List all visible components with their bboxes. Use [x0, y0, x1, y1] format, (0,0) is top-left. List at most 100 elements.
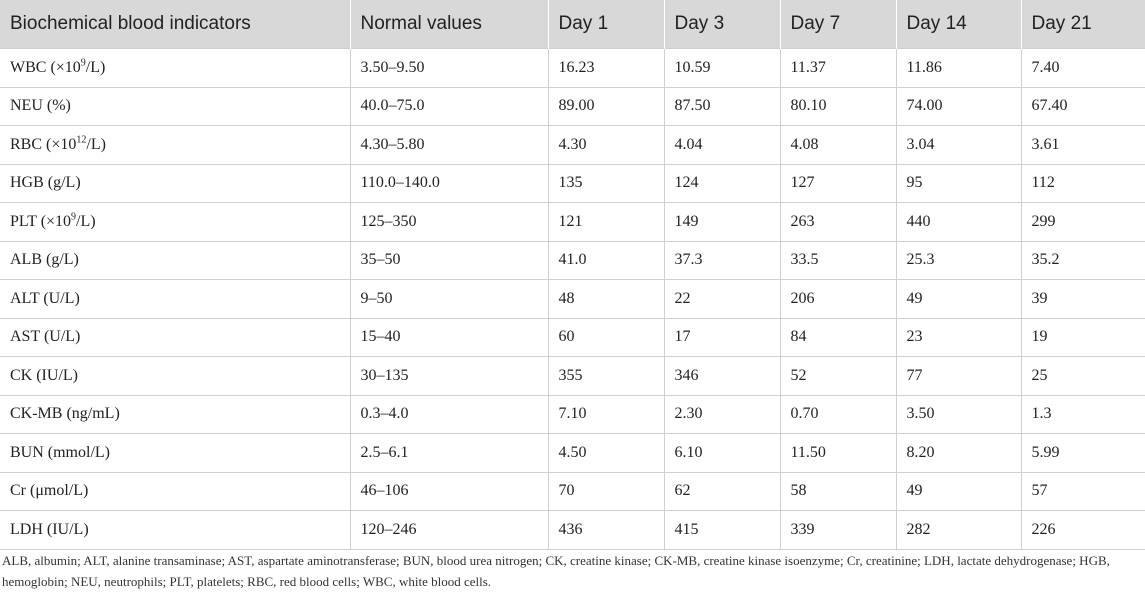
day-value-cell: 127 — [780, 163, 897, 203]
table-row: ALT (U/L) 9–50 48 22 206 49 39 — [0, 279, 1145, 318]
header-indicator: Biochemical blood indicators — [0, 0, 351, 49]
indicator-cell: AST (U/L) — [0, 317, 351, 357]
header-day-21: Day 21 — [1021, 0, 1145, 49]
table-row: NEU (%) 40.0–75.0 89.00 87.50 80.10 74.00 67.4… — [0, 86, 1145, 126]
day-value-cell: 436 — [548, 510, 665, 550]
indicator-label: NEU (%) — [10, 97, 71, 115]
day-value-cell: 299 — [1021, 202, 1145, 241]
normal-value-cell: 46–106 — [350, 471, 549, 511]
day-value-cell: 10.59 — [664, 48, 781, 87]
indicator-cell: ALB (g/L) — [0, 240, 351, 280]
table-row: AST (U/L) 15–40 60 17 84 23 19 — [0, 317, 1145, 357]
day-value-cell: 22 — [664, 279, 781, 318]
table-row: BUN (mmol/L) 2.5–6.1 4.50 6.10 11.50 8.20 5.99 — [0, 433, 1145, 472]
day-value-cell: 1.3 — [1021, 394, 1145, 434]
day-value-cell: 0.70 — [780, 394, 897, 434]
normal-value-cell: 120–246 — [350, 510, 549, 550]
day-value-cell: 70 — [548, 471, 665, 511]
day-value-cell: 7.40 — [1021, 48, 1145, 87]
day-value-cell: 4.50 — [548, 433, 665, 472]
day-value-cell: 48 — [548, 279, 665, 318]
day-value-cell: 7.10 — [548, 394, 665, 434]
day-value-cell: 4.30 — [548, 125, 665, 164]
day-value-cell: 440 — [896, 202, 1022, 241]
day-value-cell: 17 — [664, 317, 781, 357]
indicator-cell: RBC (×1012/L) — [0, 125, 351, 164]
indicator-cell: ALT (U/L) — [0, 279, 351, 318]
day-value-cell: 57 — [1021, 471, 1145, 511]
day-value-cell: 49 — [896, 471, 1022, 511]
day-value-cell: 5.99 — [1021, 433, 1145, 472]
normal-value-cell: 9–50 — [350, 279, 549, 318]
day-value-cell: 6.10 — [664, 433, 781, 472]
normal-value-cell: 2.5–6.1 — [350, 433, 549, 472]
day-value-cell: 23 — [896, 317, 1022, 357]
indicator-label: LDH (IU/L) — [10, 520, 89, 538]
day-value-cell: 16.23 — [548, 48, 665, 87]
day-value-cell: 11.86 — [896, 48, 1022, 87]
day-value-cell: 74.00 — [896, 86, 1022, 126]
indicator-exponent: 12 — [76, 134, 87, 146]
header-day-14: Day 14 — [896, 0, 1022, 49]
day-value-cell: 62 — [664, 471, 781, 511]
day-value-cell: 3.50 — [896, 394, 1022, 434]
indicator-cell: WBC (×109/L) — [0, 48, 351, 87]
indicator-cell: CK-MB (ng/mL) — [0, 394, 351, 434]
day-value-cell: 282 — [896, 510, 1022, 550]
normal-value-cell: 35–50 — [350, 240, 549, 280]
table-header-row: Biochemical blood indicators Normal valu… — [0, 0, 1145, 49]
day-value-cell: 39 — [1021, 279, 1145, 318]
indicator-label: HGB (g/L) — [10, 174, 81, 192]
indicator-exponent: 9 — [80, 57, 86, 69]
day-value-cell: 415 — [664, 510, 781, 550]
day-value-cell: 346 — [664, 356, 781, 395]
indicator-unit: /L) — [86, 135, 106, 153]
table-footnote: ALB, albumin; ALT, alanine transaminase;… — [2, 553, 1110, 589]
header-normal-values: Normal values — [350, 0, 549, 49]
indicator-label: CK (IU/L) — [10, 366, 78, 384]
header-day-7: Day 7 — [780, 0, 897, 49]
table-row: LDH (IU/L) 120–246 436 415 339 282 226 — [0, 510, 1145, 550]
day-value-cell: 35.2 — [1021, 240, 1145, 280]
table-row: HGB (g/L) 110.0–140.0 135 124 127 95 112 — [0, 163, 1145, 203]
indicator-label: Cr (μmol/L) — [10, 482, 89, 500]
table-row: WBC (×109/L) 3.50–9.50 16.23 10.59 11.37 11.8… — [0, 48, 1145, 87]
day-value-cell: 41.0 — [548, 240, 665, 280]
table-row: RBC (×1012/L) 4.30–5.80 4.30 4.04 4.08 3.04 3.… — [0, 125, 1145, 164]
indicator-label: ALT (U/L) — [10, 289, 80, 307]
day-value-cell: 25.3 — [896, 240, 1022, 280]
day-value-cell: 77 — [896, 356, 1022, 395]
header-day-1: Day 1 — [548, 0, 665, 49]
day-value-cell: 121 — [548, 202, 665, 241]
day-value-cell: 49 — [896, 279, 1022, 318]
day-value-cell: 4.04 — [664, 125, 781, 164]
day-value-cell: 25 — [1021, 356, 1145, 395]
normal-value-cell: 3.50–9.50 — [350, 48, 549, 87]
day-value-cell: 263 — [780, 202, 897, 241]
table-row: PLT (×109/L) 125–350 121 149 263 440 299 — [0, 202, 1145, 241]
indicator-label: PLT (×10 — [10, 212, 72, 230]
table-row: CK-MB (ng/mL) 0.3–4.0 7.10 2.30 0.70 3.50 1.3 — [0, 394, 1145, 434]
day-value-cell: 124 — [664, 163, 781, 203]
indicator-cell: CK (IU/L) — [0, 356, 351, 395]
indicator-cell: LDH (IU/L) — [0, 510, 351, 550]
day-value-cell: 8.20 — [896, 433, 1022, 472]
day-value-cell: 112 — [1021, 163, 1145, 203]
table-row: ALB (g/L) 35–50 41.0 37.3 33.5 25.3 35.2 — [0, 240, 1145, 280]
indicator-label: CK-MB (ng/mL) — [10, 405, 120, 423]
indicator-label: RBC (×10 — [10, 135, 77, 153]
day-value-cell: 206 — [780, 279, 897, 318]
indicator-label: BUN (mmol/L) — [10, 443, 110, 461]
normal-value-cell: 4.30–5.80 — [350, 125, 549, 164]
day-value-cell: 67.40 — [1021, 86, 1145, 126]
day-value-cell: 84 — [780, 317, 897, 357]
table-row: CK (IU/L) 30–135 355 346 52 77 25 — [0, 356, 1145, 395]
day-value-cell: 149 — [664, 202, 781, 241]
indicator-label: ALB (g/L) — [10, 251, 79, 269]
table-row: Cr (μmol/L) 46–106 70 62 58 49 57 — [0, 471, 1145, 511]
day-value-cell: 95 — [896, 163, 1022, 203]
indicator-cell: Cr (μmol/L) — [0, 471, 351, 511]
day-value-cell: 80.10 — [780, 86, 897, 126]
day-value-cell: 226 — [1021, 510, 1145, 550]
indicator-cell: BUN (mmol/L) — [0, 433, 351, 472]
